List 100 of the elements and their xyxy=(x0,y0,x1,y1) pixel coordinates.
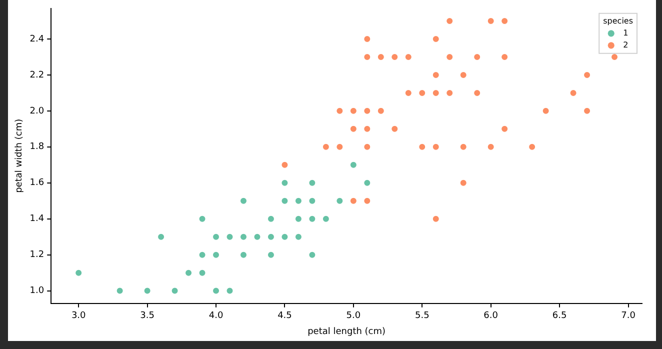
y-tick-label: 1.8 xyxy=(30,142,44,152)
x-tick-label: 3.5 xyxy=(140,311,154,322)
point xyxy=(364,125,371,133)
point xyxy=(500,53,508,61)
x-tick-label: 5.5 xyxy=(414,311,430,322)
point xyxy=(308,179,316,186)
point xyxy=(336,107,344,115)
point xyxy=(322,143,330,151)
point xyxy=(474,53,481,61)
x-tick-label: 5.0 xyxy=(346,311,361,322)
point xyxy=(487,143,494,151)
point xyxy=(212,251,220,258)
point xyxy=(212,287,220,294)
point xyxy=(171,287,178,294)
point xyxy=(570,89,577,97)
point xyxy=(144,287,151,294)
point xyxy=(404,89,412,97)
point xyxy=(281,197,288,204)
point xyxy=(240,233,248,240)
x-tick-label: 4.5 xyxy=(278,311,292,322)
y-tick-label: 1.6 xyxy=(30,178,44,188)
x-tick-label: 3.0 xyxy=(71,311,86,322)
point xyxy=(198,251,206,258)
point xyxy=(157,233,165,240)
point xyxy=(500,17,508,25)
point xyxy=(294,233,302,240)
point xyxy=(254,233,261,240)
legend-label: 1 xyxy=(623,28,628,38)
legend-title: species xyxy=(603,16,634,26)
point xyxy=(432,89,440,97)
point xyxy=(350,161,358,168)
point xyxy=(364,143,371,151)
point xyxy=(116,287,124,294)
y-tick-label: 1.0 xyxy=(30,286,44,296)
point xyxy=(391,53,398,61)
x-tick-label: 6.0 xyxy=(484,311,498,322)
point xyxy=(240,251,248,258)
point xyxy=(267,215,275,222)
point xyxy=(432,35,440,43)
point xyxy=(281,233,288,240)
point xyxy=(350,197,358,204)
point xyxy=(391,125,398,133)
point xyxy=(364,35,371,43)
point xyxy=(294,197,302,204)
point xyxy=(446,53,454,61)
point xyxy=(364,53,371,61)
y-tick-label: 1.4 xyxy=(30,214,44,224)
point xyxy=(404,53,412,61)
y-tick-label: 1.2 xyxy=(30,250,44,260)
point xyxy=(212,233,220,240)
point xyxy=(432,215,440,222)
point xyxy=(226,287,234,294)
point xyxy=(364,197,371,204)
point xyxy=(528,143,536,151)
point xyxy=(350,107,358,115)
point xyxy=(364,107,371,115)
point xyxy=(322,215,330,222)
point xyxy=(446,17,454,25)
point xyxy=(432,71,440,79)
point xyxy=(308,215,316,222)
x-tick-label: 4.0 xyxy=(208,311,224,322)
point xyxy=(500,125,508,133)
point xyxy=(294,215,302,222)
point xyxy=(74,269,82,276)
y-axis-title: petal width (cm) xyxy=(14,118,25,193)
point xyxy=(226,233,234,240)
point xyxy=(610,53,618,61)
point xyxy=(281,179,288,186)
point xyxy=(418,143,426,151)
x-tick-label: 7.0 xyxy=(621,311,636,322)
point xyxy=(474,89,481,97)
point xyxy=(240,197,248,204)
point xyxy=(267,233,275,240)
y-tick-label: 2.4 xyxy=(30,34,44,44)
point xyxy=(377,107,385,115)
point xyxy=(364,179,371,186)
y-tick-label: 2.0 xyxy=(30,106,44,116)
x-tick-label: 6.5 xyxy=(552,311,567,322)
point xyxy=(184,269,192,276)
point xyxy=(198,269,206,276)
point xyxy=(198,215,206,222)
point xyxy=(446,89,454,97)
point xyxy=(542,107,550,115)
point xyxy=(308,197,316,204)
point xyxy=(432,143,440,151)
point xyxy=(350,125,358,133)
y-tick-label: 2.2 xyxy=(30,70,44,80)
point xyxy=(377,53,385,61)
point xyxy=(583,107,591,115)
point xyxy=(460,143,467,151)
point xyxy=(267,251,275,258)
point xyxy=(460,71,467,79)
point xyxy=(460,179,467,186)
point xyxy=(281,161,288,168)
point xyxy=(336,143,344,151)
x-axis-title: petal length (cm) xyxy=(308,326,386,337)
point xyxy=(487,17,494,25)
legend-label: 2 xyxy=(623,40,628,50)
point xyxy=(418,89,426,97)
point xyxy=(583,71,591,79)
